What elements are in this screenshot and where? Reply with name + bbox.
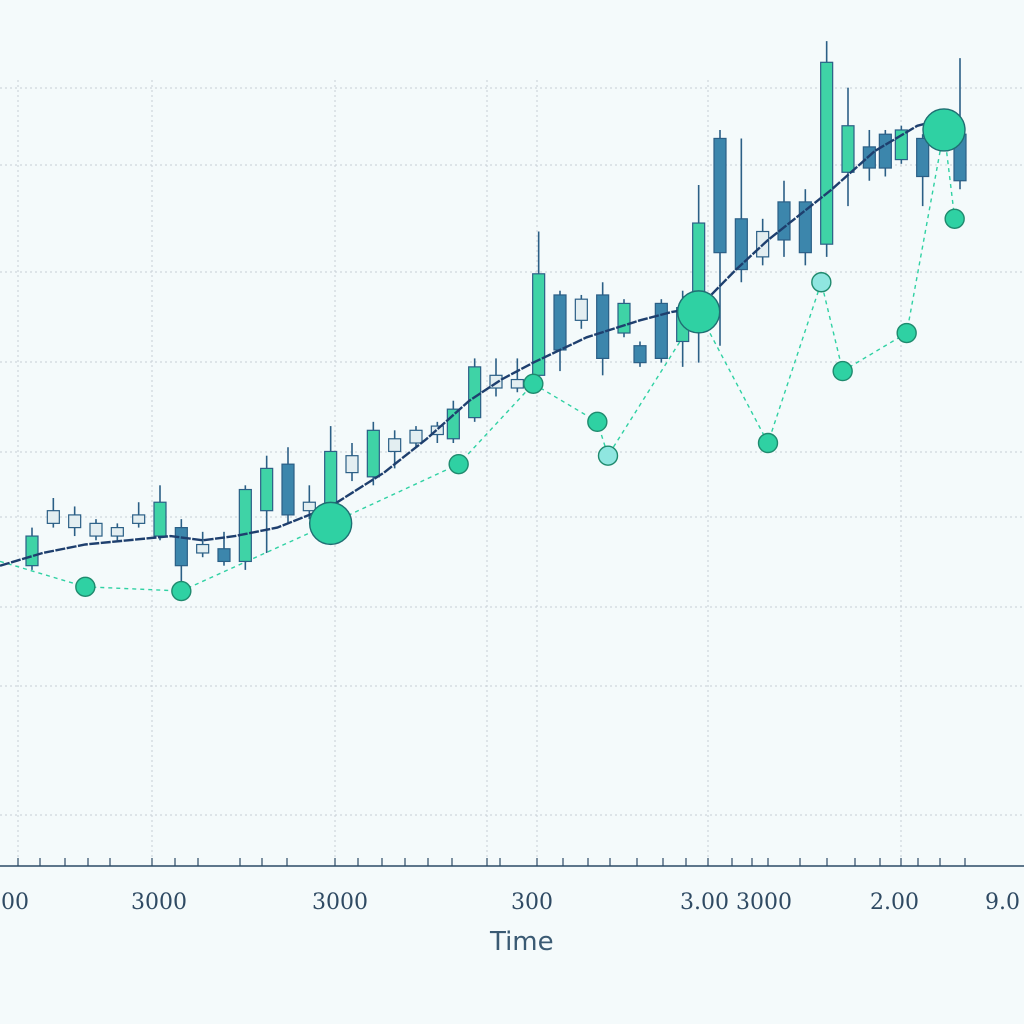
candle-body [654, 302, 668, 360]
signal-markers [75, 108, 966, 602]
candle-body [153, 501, 167, 537]
signal-marker [896, 322, 917, 344]
x-axis-title: Time [489, 927, 554, 957]
candle-body [132, 514, 146, 524]
candle-body [841, 125, 855, 173]
candle-body [617, 302, 631, 334]
candle-body [388, 438, 402, 453]
candles [25, 41, 967, 583]
candle-body [68, 514, 82, 529]
signal-marker [171, 580, 192, 602]
candle-body [713, 137, 727, 254]
candle-body [217, 548, 231, 563]
signal-dashed-line [0, 129, 956, 592]
signal-marker [944, 208, 965, 230]
candle-body [734, 218, 748, 271]
candle-body [798, 201, 812, 254]
candle-body [820, 61, 834, 245]
signal-marker [597, 445, 619, 466]
signal-marker [523, 373, 544, 394]
signal-marker [448, 453, 469, 475]
x-tick-label: 3.00 3000 [680, 890, 792, 915]
candle-body [25, 535, 39, 567]
signal-marker [75, 576, 96, 598]
grid [0, 80, 1024, 866]
candle-body [553, 294, 567, 351]
candle-body [281, 463, 295, 516]
candle-body [596, 294, 610, 360]
x-tick-label: 2.00 [870, 890, 919, 915]
candle-body [916, 137, 930, 178]
candle-body [574, 298, 588, 321]
candle-body [302, 501, 316, 512]
candle-body [196, 543, 210, 554]
trend-line [0, 116, 950, 567]
candle-body [878, 133, 892, 169]
candle-body [110, 526, 124, 537]
trend-line-group [0, 116, 950, 567]
candle-body [777, 201, 791, 241]
x-tick-label: 3000 [131, 890, 187, 915]
candle-body [510, 378, 524, 389]
signal-marker [308, 501, 353, 546]
candle-body [409, 429, 423, 444]
signal-line [0, 129, 956, 592]
signal-marker [832, 360, 853, 382]
signal-marker [922, 108, 966, 152]
signal-marker [676, 290, 721, 334]
candle-body [633, 345, 647, 364]
x-tick-label: 300 [511, 890, 553, 915]
x-axis-ticks [17, 858, 966, 866]
candle-body [238, 488, 252, 563]
candle-body [260, 467, 274, 512]
candle-body [174, 526, 188, 567]
x-tick-label: 9.0 [985, 890, 1020, 915]
candle-body [468, 366, 482, 419]
candle-body [446, 408, 460, 440]
candle-body [46, 510, 60, 524]
candle-body [345, 455, 359, 474]
signal-marker [811, 272, 832, 293]
x-tick-label: 000 [0, 890, 29, 915]
x-tick-label: 3000 [312, 890, 368, 915]
signal-marker [757, 432, 779, 454]
candle-body [89, 522, 103, 537]
x-axis-tick-labels: 000 3000 3000 300 3.00 3000 2.00 9.0 [0, 890, 1020, 915]
candle-body [366, 429, 380, 478]
signal-marker [587, 411, 608, 433]
candle-body [430, 425, 444, 436]
